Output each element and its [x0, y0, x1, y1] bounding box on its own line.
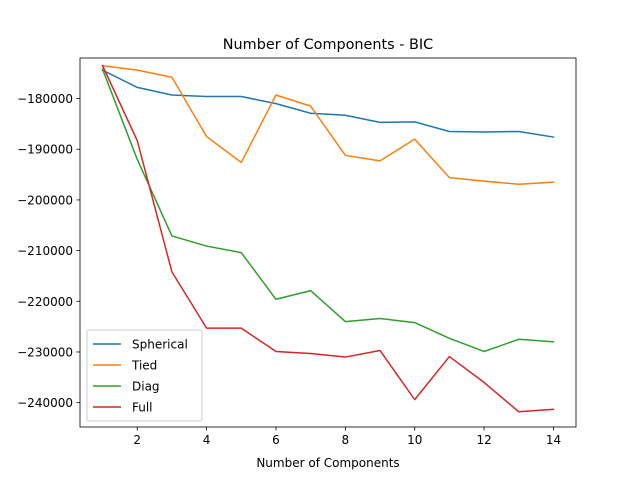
x-tick-label: 10	[407, 433, 422, 447]
series-line-spherical	[101, 69, 555, 138]
x-axis-label: Number of Components	[256, 456, 399, 470]
x-tick-label: 14	[546, 433, 561, 447]
y-tick-label: −240000	[17, 396, 73, 410]
legend-label-full: Full	[132, 401, 153, 415]
x-tick-label: 2	[133, 433, 141, 447]
plot-frame	[79, 57, 577, 428]
legend: Spherical Tied Diag Full	[86, 329, 203, 422]
x-tick-label: 6	[272, 433, 280, 447]
y-tick-label: −180000	[17, 92, 73, 106]
x-tick-label: 8	[342, 433, 350, 447]
series-layer	[101, 64, 555, 413]
legend-box	[86, 329, 203, 422]
x-axis-ticks: 2 4 6 8 10 12 14	[133, 427, 561, 447]
y-tick-label: −200000	[17, 193, 73, 207]
y-tick-label: −230000	[17, 345, 73, 359]
series-line-full	[101, 64, 555, 413]
series-line-tied	[101, 64, 555, 185]
series-line-diag	[101, 68, 555, 353]
legend-label-tied: Tied	[131, 359, 157, 373]
legend-label-diag: Diag	[132, 380, 160, 394]
y-axis-ticks: −240000 −230000 −220000 −210000 −200000 −1900…	[17, 92, 80, 410]
y-tick-label: −220000	[17, 295, 73, 309]
y-tick-label: −190000	[17, 143, 73, 157]
x-tick-label: 12	[476, 433, 491, 447]
x-tick-label: 4	[203, 433, 211, 447]
y-tick-label: −210000	[17, 244, 73, 258]
legend-label-spherical: Spherical	[132, 338, 188, 352]
chart-title: Number of Components - BIC	[223, 37, 433, 53]
